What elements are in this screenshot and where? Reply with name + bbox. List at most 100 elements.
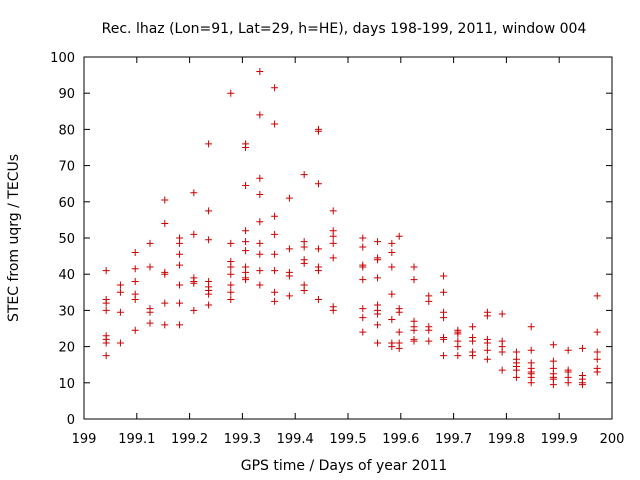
data-point [205, 207, 213, 215]
x-axis: 199 199.1 199.2 199.3 199.4 199.5 199.6 199.7 19… [72, 57, 625, 447]
data-point [483, 312, 491, 320]
data-point [256, 174, 264, 182]
data-point [227, 281, 235, 289]
data-point [359, 305, 367, 313]
data-point [593, 368, 601, 376]
data-point [116, 308, 124, 316]
data-point [314, 245, 322, 253]
data-point [176, 299, 184, 307]
data-point [410, 337, 418, 345]
data-point [256, 191, 264, 199]
data-point [410, 276, 418, 284]
x-tick-label: 199 [72, 432, 97, 447]
data-point [256, 239, 264, 247]
data-point [205, 290, 213, 298]
x-tick-label: 199.8 [488, 432, 525, 447]
data-point [256, 281, 264, 289]
data-point [271, 120, 279, 128]
data-point [285, 272, 293, 280]
data-point [271, 230, 279, 238]
data-point [161, 196, 169, 204]
data-point [227, 239, 235, 247]
data-point [329, 254, 337, 262]
data-point [512, 348, 520, 356]
y-tick-label: 70 [58, 160, 75, 175]
data-point [314, 127, 322, 135]
data-point [329, 239, 337, 247]
data-point [314, 267, 322, 275]
x-tick-label: 199.1 [118, 432, 155, 447]
data-point [242, 238, 250, 246]
data-point [578, 381, 586, 389]
data-point [176, 250, 184, 258]
data-point [374, 321, 382, 329]
data-point [146, 308, 154, 316]
data-point [176, 281, 184, 289]
y-tick-label: 40 [58, 268, 75, 283]
data-point [314, 296, 322, 304]
data-point [395, 308, 403, 316]
data-point [285, 194, 293, 202]
data-point [161, 299, 169, 307]
data-point [116, 281, 124, 289]
data-point [549, 341, 557, 349]
y-tick-label: 60 [58, 196, 75, 211]
data-point [512, 373, 520, 381]
plot-frame [83, 56, 613, 420]
data-point [256, 218, 264, 226]
data-point [440, 335, 448, 343]
data-point [242, 144, 250, 151]
data-point [549, 357, 557, 365]
data-point [469, 337, 477, 345]
data-point [593, 328, 601, 336]
data-point [359, 314, 367, 322]
x-tick-label: 199.2 [171, 432, 208, 447]
data-point [227, 89, 235, 97]
data-point [300, 286, 308, 294]
data-point [359, 234, 367, 242]
data-point [593, 355, 601, 363]
y-tick-label: 20 [58, 341, 75, 356]
data-point [454, 330, 462, 338]
data-point [374, 238, 382, 246]
data-point [388, 290, 396, 298]
data-point [593, 348, 601, 356]
data-point [359, 263, 367, 271]
data-point [483, 346, 491, 354]
data-point [131, 296, 139, 304]
y-tick-label: 0 [67, 413, 75, 428]
x-tick-label: 200 [600, 432, 625, 447]
data-point [131, 326, 139, 334]
data-point [329, 306, 337, 314]
data-point [374, 310, 382, 318]
data-point [271, 84, 279, 92]
data-point [176, 321, 184, 329]
data-point [440, 314, 448, 322]
y-tick-label: 50 [58, 232, 75, 247]
data-point [242, 276, 250, 284]
data-point [388, 263, 396, 271]
data-point [395, 344, 403, 352]
data-point [300, 171, 308, 179]
data-point [564, 346, 572, 354]
data-point [483, 355, 491, 363]
data-point [271, 297, 279, 305]
data-point [242, 182, 250, 190]
data-point [271, 212, 279, 220]
data-point [102, 299, 110, 307]
data-point [227, 270, 235, 278]
data-point [300, 259, 308, 267]
data-point [395, 328, 403, 336]
data-point [425, 297, 433, 305]
data-point [440, 272, 448, 280]
data-point [425, 337, 433, 345]
data-point [359, 328, 367, 336]
data-point [102, 339, 110, 347]
data-point [116, 339, 124, 347]
data-point [256, 111, 264, 119]
data-point [190, 306, 198, 314]
data-point [190, 279, 198, 287]
data-point [102, 352, 110, 360]
data-point [374, 256, 382, 264]
